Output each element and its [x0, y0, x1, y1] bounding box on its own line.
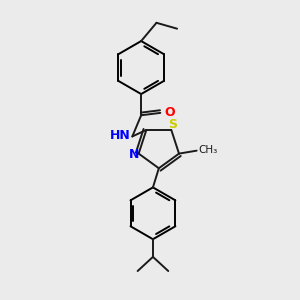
Text: S: S: [168, 118, 177, 131]
Text: N: N: [128, 148, 139, 161]
Text: O: O: [164, 106, 175, 119]
Text: HN: HN: [110, 129, 130, 142]
Text: CH₃: CH₃: [199, 145, 218, 155]
